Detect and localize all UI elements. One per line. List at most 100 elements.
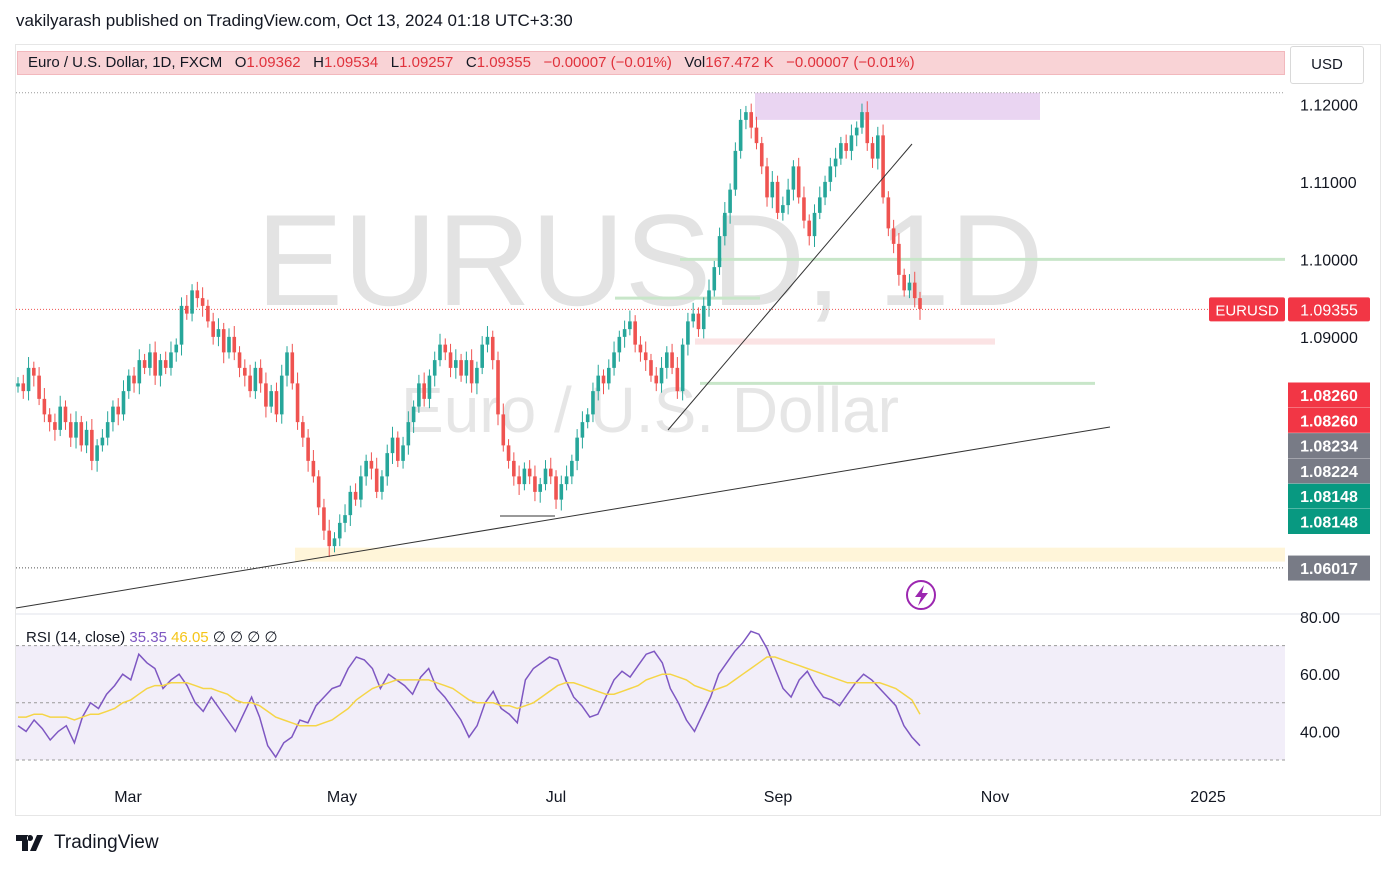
price-axis-label: 1.11000 <box>1300 175 1357 192</box>
candle-body <box>58 406 62 430</box>
candle-body <box>179 305 184 345</box>
candle-body <box>153 352 157 376</box>
candle-body <box>16 383 20 387</box>
price-tag-text: 1.08260 <box>1300 388 1358 405</box>
candle-body <box>417 383 421 407</box>
candle-body <box>601 375 606 384</box>
candle-body <box>876 135 880 159</box>
candle-body <box>680 344 685 392</box>
candle-body <box>459 360 463 376</box>
candle-body <box>322 507 326 531</box>
candle-body <box>184 305 189 314</box>
chart-frame <box>15 44 1381 816</box>
candle-body <box>121 391 126 415</box>
rsi-band <box>16 645 1285 760</box>
candle-body <box>264 383 268 407</box>
candle-body <box>754 127 759 144</box>
candle-body <box>216 329 221 337</box>
candle-body <box>512 460 516 477</box>
candle-body <box>395 437 400 461</box>
candle-body <box>37 375 41 399</box>
candle-body <box>918 298 922 309</box>
candle-body <box>633 321 637 345</box>
legend-high: 1.09534 <box>324 54 379 71</box>
candle-body <box>285 352 289 376</box>
price-tag-text: 1.06017 <box>1300 561 1358 578</box>
candle-body <box>659 367 664 384</box>
candle-body <box>311 460 316 477</box>
currency-button[interactable]: USD <box>1290 46 1364 84</box>
candle-body <box>337 522 342 539</box>
candle-body <box>332 538 337 547</box>
candle-body <box>833 158 838 167</box>
candle-body <box>891 228 896 244</box>
candle-body <box>828 166 833 182</box>
price-axis-label: 1.09000 <box>1300 330 1358 347</box>
candle-body <box>575 437 579 461</box>
candle-body <box>158 360 163 376</box>
trendline-rising <box>667 143 913 431</box>
candle-body <box>26 367 31 392</box>
candle-body <box>854 127 859 136</box>
candle-body <box>548 468 553 477</box>
candle-body <box>781 205 785 213</box>
candle-body <box>728 189 732 213</box>
price-zone <box>295 547 1285 562</box>
candle-body <box>844 143 848 151</box>
legend-open: 1.09362 <box>246 54 301 71</box>
candle-body <box>712 267 717 291</box>
candle-body <box>775 181 780 213</box>
candle-body <box>612 352 616 368</box>
tradingview-logo[interactable]: TradingView <box>16 832 159 854</box>
candle-body <box>902 274 906 291</box>
legend-vol: 167.472 K <box>705 54 774 71</box>
candle-body <box>501 414 506 446</box>
candle-body <box>554 476 558 500</box>
candle-body <box>585 414 590 423</box>
price-tag-text: 1.08234 <box>1300 439 1358 456</box>
candle-body <box>749 112 754 128</box>
candle-body <box>522 468 527 485</box>
candle-body <box>638 344 643 353</box>
candle-body <box>90 429 94 461</box>
footer-brand: TradingView <box>54 832 159 853</box>
legend-close: 1.09355 <box>476 54 531 71</box>
price-zone <box>755 92 1040 120</box>
candle-body <box>770 181 775 198</box>
candle-body <box>580 422 585 438</box>
candle-body <box>68 422 73 438</box>
candle-body <box>74 422 78 438</box>
candle-body <box>190 290 194 314</box>
candle-body <box>870 143 875 159</box>
candle-body <box>301 422 305 438</box>
rsi-axis-label: 40.00 <box>1300 724 1340 741</box>
candle-body <box>126 375 131 392</box>
candle-body <box>881 135 885 198</box>
candle-body <box>817 197 822 213</box>
time-axis-label: 2025 <box>1190 789 1226 806</box>
candle-body <box>295 383 300 423</box>
candle-body <box>32 367 36 376</box>
candle-body <box>274 391 279 415</box>
price-tag-text: 1.08260 <box>1300 413 1358 430</box>
candle-body <box>385 453 390 477</box>
candle-body <box>343 515 347 523</box>
candle-body <box>628 321 632 330</box>
candle-body <box>791 166 796 190</box>
price-zone <box>695 338 995 345</box>
candle-body <box>823 181 827 198</box>
candle-body <box>670 352 674 368</box>
candle-body <box>865 112 870 144</box>
candle-body <box>79 422 84 446</box>
rsi-legend[interactable]: RSI (14, close) 35.35 46.05 ∅ ∅ ∅ ∅ <box>26 628 278 646</box>
candle-body <box>100 437 105 446</box>
candle-body <box>448 352 453 368</box>
candle-body <box>543 468 548 485</box>
candle-body <box>860 112 864 128</box>
candle-body <box>380 476 384 492</box>
candle-body <box>596 375 601 392</box>
candle-body <box>517 476 521 485</box>
candle-body <box>691 313 695 322</box>
symbol-legend[interactable]: Euro / U.S. Dollar, 1D, FXCM O1.09362 H1… <box>17 51 1285 75</box>
